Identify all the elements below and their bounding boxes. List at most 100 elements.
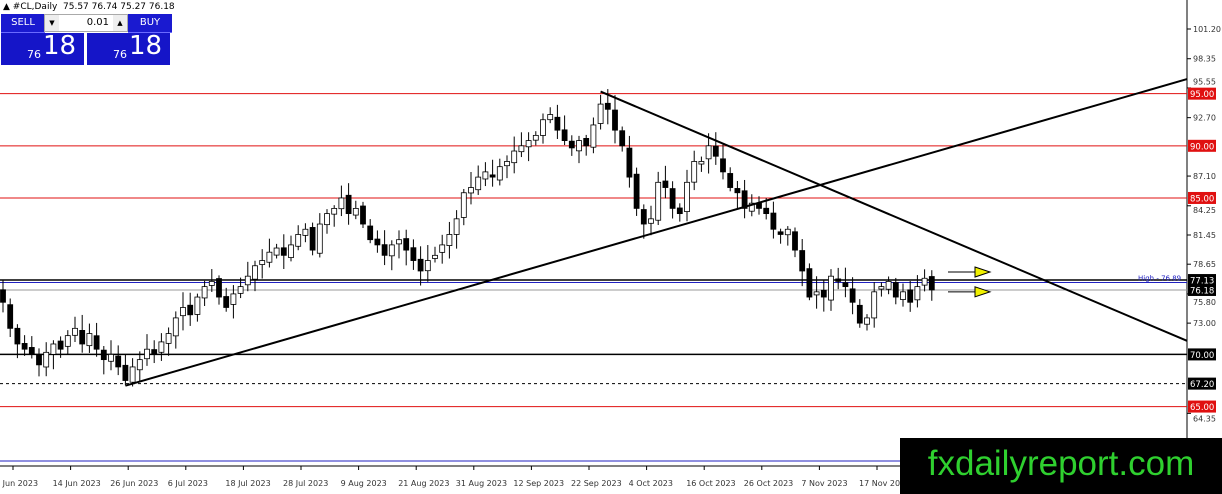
candle-body [230,293,237,305]
candle [43,342,50,377]
lot-increase-icon[interactable]: ▲ [113,15,127,31]
y-tick-label: 87.10 [1193,172,1216,181]
candle [878,282,885,297]
candle-body [57,340,64,350]
candle [460,188,467,226]
candle-body [460,192,467,218]
candle-body [662,180,669,188]
candle-body [194,296,201,315]
sell-button[interactable]: SELL [1,14,45,33]
candle-body [410,247,417,261]
candle-body [900,291,906,300]
lot-value: 0.01 [86,17,109,28]
candle-body [201,286,208,299]
candle-body [525,140,532,148]
candle [468,172,474,205]
candle [194,293,201,322]
candle-body [180,307,186,317]
candle-body [864,317,870,325]
y-tick-label: 73.00 [1193,319,1216,328]
candle [180,292,186,331]
buy-button[interactable]: BUY [128,14,172,33]
candle-body [748,202,755,212]
candle-body [14,327,21,345]
candle-body [547,114,554,121]
candle-body [172,317,179,337]
candle [187,292,194,326]
candle-body [604,102,611,110]
candle-body [619,130,626,147]
candle [403,229,410,266]
level-label-bg [1188,348,1216,361]
x-tick-label: 4 Oct 2023 [629,479,673,488]
candle [57,336,64,358]
candle [496,158,503,186]
candle [259,249,266,279]
candle-body [28,347,35,355]
candle [885,276,892,295]
x-tick-label: 16 Oct 2023 [686,479,735,488]
candle-body [763,207,770,215]
candle-body [842,282,849,288]
candle-body [324,213,330,226]
candle [302,223,309,243]
candle [835,267,842,290]
candle [777,228,784,244]
candle [136,351,143,382]
candle-body [244,275,251,286]
candle [655,171,662,226]
candle-body [374,238,381,246]
ohlc-readout: 75.57 76.74 75.27 76.18 [63,2,175,12]
candle-body [187,304,194,316]
candle [453,210,460,249]
trendline [125,78,1188,387]
candle [396,230,402,259]
candle [223,287,230,312]
lot-decrease-icon[interactable]: ▼ [45,15,59,31]
candle-body [597,103,604,124]
candle [432,246,438,263]
lot-size-input[interactable]: ▼ 0.01 ▲ [44,14,128,32]
candle [511,136,518,174]
candle [165,327,172,356]
level-label-bg [1188,87,1216,100]
candle-body [856,304,863,324]
candle-body [7,304,14,329]
candle-body [86,333,93,347]
level-label-bg [1188,377,1216,390]
candle-body [885,281,892,290]
candle [576,135,582,164]
candle-body [403,238,410,251]
candle-body [871,291,878,319]
candle-body [626,147,633,178]
candle [338,185,345,217]
candle [244,261,251,292]
candle [907,280,914,312]
candle [158,333,165,361]
candle [799,239,806,287]
candle [921,269,928,292]
candle-body [453,218,460,235]
candle-body [676,207,683,215]
candle-body [921,277,928,286]
candle [568,135,575,156]
sell-price[interactable]: 76 18 [1,31,84,65]
candle [367,219,374,244]
candle [820,280,827,312]
candle-body [590,124,597,148]
candle-body [720,158,726,173]
candle-body [712,145,719,157]
candle-body [640,209,647,225]
level-label: 67.20 [1190,380,1214,390]
candle-body [108,354,114,362]
candle-body [770,212,777,230]
candle-body [792,231,798,251]
candle-body [633,173,640,209]
candle-body [540,119,546,136]
buy-price[interactable]: 76 18 [87,31,170,65]
candle-body [417,258,424,272]
candle [518,132,525,158]
candle-body [655,181,662,221]
candle [93,322,100,357]
